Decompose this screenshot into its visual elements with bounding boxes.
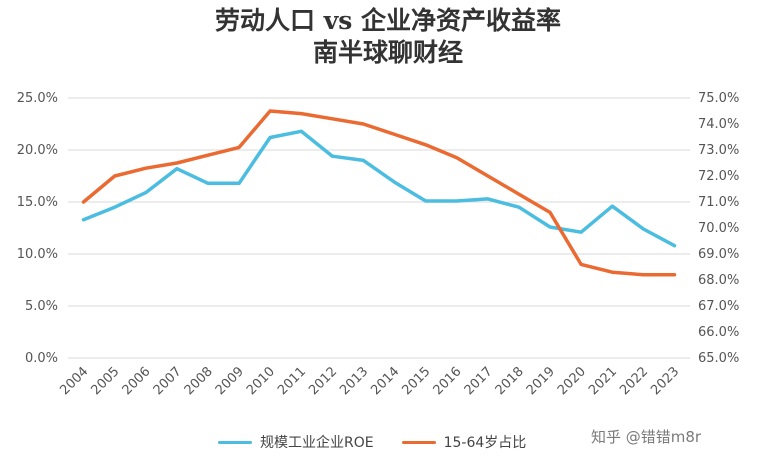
data-point-roe bbox=[206, 181, 210, 185]
x-axis-ticks: 2004200520062007200820092010201120122013… bbox=[57, 364, 682, 398]
legend-item-working-age: 15-64岁占比 bbox=[401, 432, 527, 452]
data-point-roe bbox=[641, 227, 645, 231]
data-point-roe bbox=[113, 205, 117, 209]
data-point-roe bbox=[175, 167, 179, 171]
right-tick-label: 68.0% bbox=[698, 273, 739, 288]
right-tick-label: 75.0% bbox=[698, 91, 739, 106]
x-tick-label: 2005 bbox=[88, 364, 122, 398]
data-point-roe bbox=[299, 129, 303, 133]
x-tick-label: 2022 bbox=[617, 364, 651, 398]
data-point-working-age bbox=[672, 273, 676, 277]
legend-swatch-working-age bbox=[401, 440, 436, 444]
legend-item-roe: 规模工业企业ROE bbox=[218, 432, 374, 452]
data-point-roe bbox=[486, 197, 490, 201]
right-tick-label: 72.0% bbox=[698, 169, 739, 184]
data-point-working-age bbox=[144, 166, 148, 170]
right-tick-label: 70.0% bbox=[698, 221, 739, 236]
legend-label-roe: 规模工业企业ROE bbox=[260, 435, 374, 451]
data-point-working-age bbox=[548, 210, 552, 214]
data-point-roe bbox=[424, 199, 428, 203]
data-point-roe bbox=[393, 180, 397, 184]
x-tick-label: 2006 bbox=[120, 364, 154, 398]
data-point-working-age bbox=[175, 161, 179, 165]
x-tick-label: 2015 bbox=[399, 364, 433, 398]
x-tick-label: 2023 bbox=[648, 364, 682, 398]
x-tick-label: 2021 bbox=[586, 364, 620, 398]
data-point-roe bbox=[610, 204, 614, 208]
x-tick-label: 2008 bbox=[182, 364, 216, 398]
x-tick-label: 2019 bbox=[524, 364, 558, 398]
x-tick-label: 2020 bbox=[555, 364, 589, 398]
data-point-working-age bbox=[517, 192, 521, 196]
data-point-working-age bbox=[82, 200, 86, 204]
right-tick-label: 67.0% bbox=[698, 299, 739, 314]
data-point-roe bbox=[330, 154, 334, 158]
series-line-roe bbox=[81, 129, 677, 248]
data-point-working-age bbox=[299, 112, 303, 116]
x-tick-label: 2014 bbox=[368, 364, 402, 398]
data-point-working-age bbox=[455, 156, 459, 160]
x-tick-label: 2007 bbox=[151, 364, 185, 398]
legend-label-working-age: 15-64岁占比 bbox=[443, 435, 527, 451]
data-point-working-age bbox=[393, 132, 397, 136]
x-tick-label: 2016 bbox=[431, 364, 465, 398]
chart-title: 劳动人口 vs 企业净资产收益率 bbox=[214, 6, 561, 35]
data-point-working-age bbox=[424, 143, 428, 147]
legend: 规模工业企业ROE 15-64岁占比 bbox=[218, 432, 554, 452]
left-tick-label: 10.0% bbox=[17, 247, 58, 262]
left-tick-label: 5.0% bbox=[25, 299, 58, 314]
watermark: 知乎 @错错m8r bbox=[587, 424, 706, 449]
data-point-roe bbox=[548, 225, 552, 229]
x-tick-label: 2004 bbox=[57, 364, 91, 398]
series-lines bbox=[81, 109, 677, 277]
right-tick-label: 71.0% bbox=[698, 195, 739, 210]
x-tick-label: 2018 bbox=[493, 364, 527, 398]
left-axis-ticks: 0.0% 5.0% 10.0% 15.0% 20.0% 25.0% bbox=[17, 91, 58, 366]
x-tick-label: 2012 bbox=[306, 364, 340, 398]
left-tick-label: 20.0% bbox=[17, 143, 58, 158]
data-point-roe bbox=[672, 244, 676, 248]
x-tick-label: 2010 bbox=[244, 364, 278, 398]
data-point-roe bbox=[455, 199, 459, 203]
left-tick-label: 0.0% bbox=[25, 351, 58, 366]
legend-swatch-roe bbox=[218, 440, 252, 444]
right-tick-label: 66.0% bbox=[698, 325, 739, 340]
data-point-working-age bbox=[268, 109, 272, 113]
x-tick-label: 2009 bbox=[213, 364, 247, 398]
data-point-working-age bbox=[641, 273, 645, 277]
data-point-working-age bbox=[579, 262, 583, 266]
series-line-working-age bbox=[81, 109, 677, 277]
data-point-working-age bbox=[486, 174, 490, 178]
data-point-working-age bbox=[330, 117, 334, 121]
left-tick-label: 15.0% bbox=[17, 195, 58, 210]
grid-lines bbox=[68, 97, 690, 359]
data-point-roe bbox=[82, 218, 86, 222]
right-tick-label: 65.0% bbox=[698, 351, 739, 366]
right-axis-ticks: 65.0% 66.0% 67.0% 68.0% 69.0% 70.0% 71.0% 72.0%… bbox=[698, 91, 739, 366]
data-point-working-age bbox=[361, 122, 365, 126]
data-point-working-age bbox=[113, 174, 117, 178]
right-tick-label: 69.0% bbox=[698, 247, 739, 262]
x-tick-label: 2013 bbox=[337, 364, 371, 398]
data-point-working-age bbox=[610, 270, 614, 274]
data-point-roe bbox=[579, 230, 583, 234]
data-point-roe bbox=[517, 205, 521, 209]
data-point-roe bbox=[144, 191, 148, 195]
left-tick-label: 25.0% bbox=[17, 91, 58, 106]
x-tick-label: 2017 bbox=[462, 364, 496, 398]
right-tick-label: 74.0% bbox=[698, 117, 739, 132]
data-point-roe bbox=[237, 181, 241, 185]
data-point-roe bbox=[268, 136, 272, 140]
data-point-working-age bbox=[237, 145, 241, 149]
x-tick-label: 2011 bbox=[275, 364, 309, 398]
right-tick-label: 73.0% bbox=[698, 143, 739, 158]
data-point-roe bbox=[361, 158, 365, 162]
data-point-working-age bbox=[206, 153, 210, 157]
chart-subtitle: 南半球聊财经 bbox=[312, 38, 463, 67]
